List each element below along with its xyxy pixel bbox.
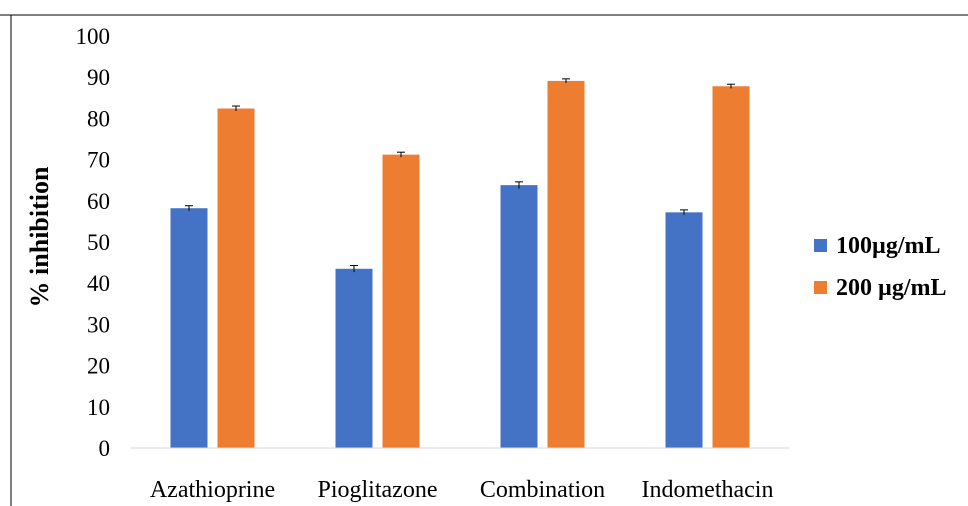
- category-label: Azathioprine: [150, 477, 275, 503]
- category-label: Indomethacin: [642, 477, 774, 503]
- legend-swatch: [814, 281, 827, 294]
- category-label: Pioglitazone: [318, 477, 438, 503]
- y-tick-label: 50: [87, 230, 110, 255]
- category-label: Combination: [480, 477, 605, 503]
- error-bars-group: [185, 78, 735, 273]
- y-tick-label: 60: [87, 189, 110, 214]
- bar-series1: [335, 268, 373, 448]
- bars-group: [170, 80, 750, 449]
- y-tick-label: 30: [87, 312, 110, 337]
- bar-series2: [547, 80, 585, 449]
- bar-series2: [382, 154, 420, 448]
- y-tick-label: 70: [87, 148, 110, 173]
- category-labels: Azathioprine Pioglitazone Combination Indom…: [150, 477, 774, 503]
- legend: 100µg/mL 200 µg/mL: [814, 233, 947, 301]
- bar-series1: [665, 212, 703, 448]
- bar-series2: [712, 86, 750, 448]
- y-tick-label: 80: [87, 106, 110, 131]
- legend-label: 200 µg/mL: [836, 275, 947, 301]
- y-tick-label: 100: [76, 24, 111, 49]
- y-tick-label: 10: [87, 395, 110, 420]
- y-axis-title: % inhibition: [25, 166, 54, 307]
- bar-series1: [500, 185, 538, 449]
- legend-swatch: [814, 239, 827, 252]
- y-tick-label: 20: [87, 354, 110, 379]
- y-axis-ticks: 0 10 20 30 40 50 60 70 80 90 100: [76, 24, 111, 461]
- y-tick-label: 90: [87, 65, 110, 90]
- chart-border: [0, 14, 968, 506]
- y-tick-label: 0: [99, 436, 111, 461]
- bar-series1: [170, 208, 208, 448]
- bar-series2: [217, 108, 255, 449]
- legend-label: 100µg/mL: [836, 233, 941, 259]
- y-tick-label: 40: [87, 271, 110, 296]
